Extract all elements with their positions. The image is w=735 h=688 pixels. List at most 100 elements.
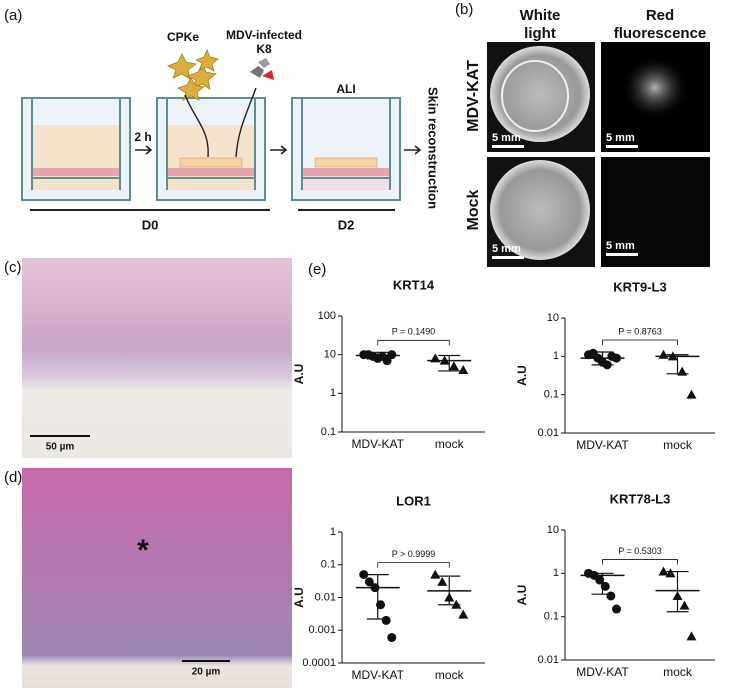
- panel-label: (d): [4, 469, 22, 486]
- x-tick-label: MDV-KAT: [576, 438, 629, 452]
- scale-bar: [606, 145, 638, 148]
- significance-bracket: [602, 339, 678, 345]
- y-tick-label: 10: [547, 312, 559, 324]
- x-tick-label: mock: [435, 437, 465, 451]
- y-axis-label: A.U: [515, 585, 529, 606]
- histology-image: [22, 258, 292, 458]
- data-point: [387, 350, 397, 360]
- label: Skin reconstruction: [426, 87, 441, 209]
- chart-title: KRT14: [393, 277, 435, 292]
- scale-label: 5 mm: [492, 243, 521, 255]
- y-tick-label: 0.01: [538, 427, 559, 439]
- chart-title: LOR1: [396, 493, 431, 508]
- data-point: [448, 361, 459, 371]
- p-value: P = 0.1490: [392, 327, 436, 337]
- row-header: Mock: [465, 189, 482, 230]
- y-axis-label: A.U: [515, 365, 529, 386]
- chart-title: KRT9-L3: [613, 279, 666, 294]
- arrow: [270, 145, 288, 155]
- y-tick-label: 0.01: [538, 654, 559, 666]
- data-point: [458, 609, 469, 619]
- well: [21, 97, 131, 201]
- infected-cells: [250, 58, 274, 80]
- arrow: [184, 94, 209, 158]
- column-header: White: [520, 7, 561, 24]
- x-tick-label: mock: [663, 665, 693, 679]
- data-point: [437, 576, 448, 586]
- y-tick-label: 1: [330, 526, 336, 538]
- y-tick-label: 0.1: [544, 611, 559, 623]
- label: D0: [142, 217, 159, 232]
- cell-cluster: [167, 48, 219, 101]
- significance-bracket: [377, 339, 450, 346]
- data-point: [658, 566, 669, 576]
- p-value: P = 0.8763: [618, 326, 662, 336]
- y-tick-label: 10: [547, 524, 559, 536]
- data-point: [359, 570, 369, 580]
- significance-bracket: [377, 562, 450, 568]
- scale-bar: [606, 253, 638, 256]
- significance-bracket: [602, 559, 678, 565]
- image: [601, 157, 710, 267]
- data-point: [387, 633, 397, 643]
- image-detail: [490, 46, 590, 142]
- panel-label: (c): [4, 259, 22, 276]
- scale-bar: [30, 435, 90, 437]
- panel-label: (e): [308, 261, 326, 278]
- x-tick-label: MDV-KAT: [352, 668, 405, 682]
- histology-image: [22, 468, 292, 688]
- data-point: [679, 600, 690, 610]
- scale-label: 5 mm: [492, 132, 521, 144]
- image-detail: [490, 160, 590, 260]
- y-tick-label: 1: [553, 567, 559, 579]
- y-tick-label: 1: [330, 387, 336, 399]
- well: [156, 97, 266, 201]
- scale-label: 50 µm: [46, 442, 75, 453]
- p-value: P > 0.9999: [392, 549, 436, 559]
- data-point: [686, 631, 697, 641]
- y-tick-label: 10: [324, 349, 336, 361]
- x-tick-label: mock: [663, 438, 693, 452]
- arrow: [404, 145, 422, 155]
- column-header: Red: [646, 7, 674, 24]
- marker: *: [137, 534, 149, 567]
- scale-bar: [492, 145, 524, 148]
- data-point: [364, 577, 374, 587]
- data-point: [458, 365, 469, 375]
- x-tick-label: MDV-KAT: [352, 437, 405, 451]
- panel-label: (b): [455, 1, 473, 18]
- data-point: [430, 569, 441, 579]
- arrow: [235, 87, 257, 158]
- panel-label: (a): [4, 7, 22, 24]
- label: 2 h: [134, 130, 151, 144]
- arrow: [135, 145, 153, 155]
- y-axis-label: A.U: [292, 587, 306, 608]
- data-point: [606, 591, 616, 601]
- label: K8: [256, 42, 272, 56]
- y-tick-label: 0.1: [321, 559, 336, 571]
- y-tick-label: 0.1: [321, 426, 336, 438]
- column-header: light: [524, 25, 556, 42]
- row-header: MDV-KAT: [465, 60, 482, 132]
- data-point: [665, 568, 676, 578]
- label: ALI: [336, 82, 355, 96]
- label: D2: [338, 217, 355, 232]
- data-point: [686, 389, 697, 399]
- y-tick-label: 0.0001: [302, 657, 336, 669]
- label: MDV-infected: [226, 28, 302, 42]
- data-point: [612, 604, 621, 614]
- chart-title: KRT78-L3: [610, 491, 671, 506]
- imaging-grid: White light Red fluorescence MDV-KAT Moc…: [465, 7, 710, 267]
- label: CPKe: [167, 30, 199, 44]
- diagram: CPKe MDV-infected K8 2 h ALI D0 D2 Skin …: [21, 28, 441, 232]
- y-tick-label: 1: [553, 350, 559, 362]
- y-axis-label: A.U: [292, 364, 306, 385]
- scale-label: 20 µm: [192, 667, 221, 678]
- scale-bar: [182, 660, 230, 662]
- image-detail: [617, 59, 693, 131]
- well: [291, 97, 401, 201]
- scale-label: 5 mm: [606, 132, 635, 144]
- x-tick-label: MDV-KAT: [576, 665, 629, 679]
- data-point: [381, 615, 391, 625]
